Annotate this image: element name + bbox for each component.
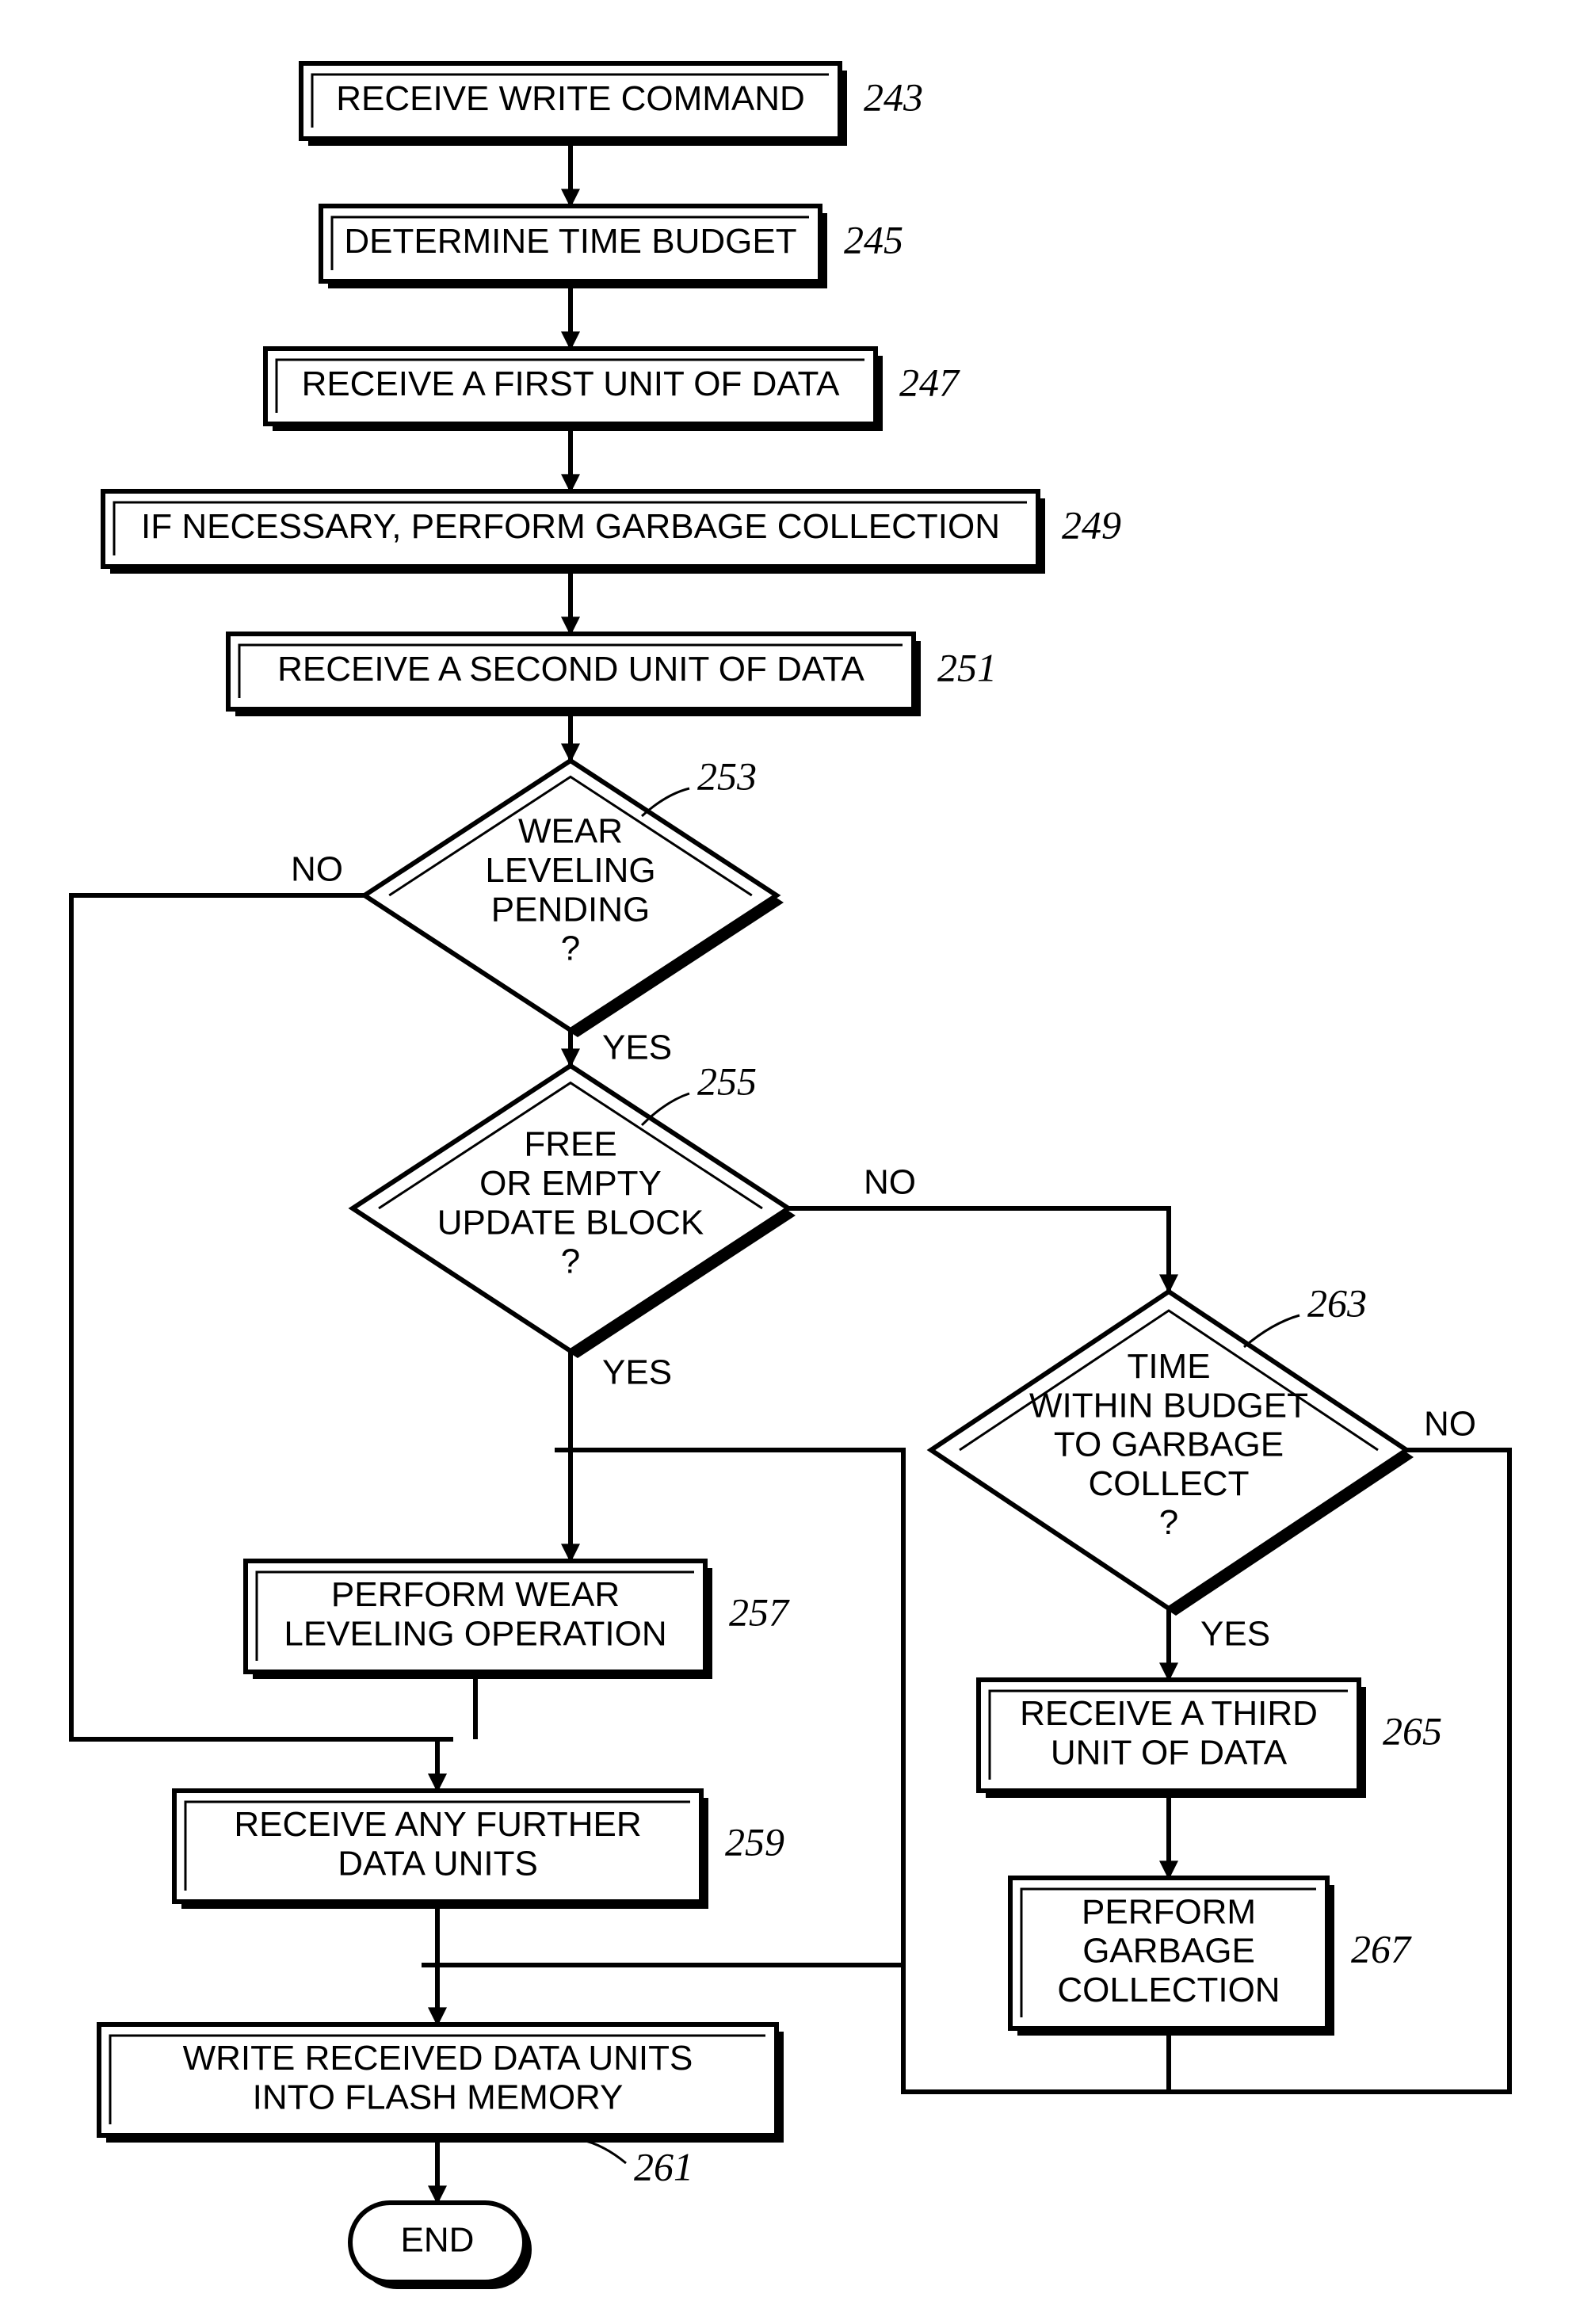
svg-text:261: 261: [634, 2144, 693, 2189]
svg-text:LEVELING OPERATION: LEVELING OPERATION: [284, 1614, 666, 1653]
svg-text:WEAR: WEAR: [518, 812, 623, 851]
svg-text:COLLECTION: COLLECTION: [1057, 1971, 1280, 2009]
svg-text:UPDATE BLOCK: UPDATE BLOCK: [437, 1203, 704, 1242]
svg-text:?: ?: [561, 1242, 580, 1281]
svg-text:?: ?: [561, 929, 580, 968]
svg-text:IF NECESSARY, PERFORM GARBAGE: IF NECESSARY, PERFORM GARBAGE COLLECTION: [141, 507, 1000, 546]
svg-text:PERFORM: PERFORM: [1082, 1892, 1256, 1931]
svg-text:RECEIVE A SECOND UNIT OF DATA: RECEIVE A SECOND UNIT OF DATA: [277, 650, 864, 689]
svg-text:251: 251: [937, 645, 997, 689]
svg-text:PENDING: PENDING: [491, 890, 650, 929]
svg-text:255: 255: [697, 1059, 757, 1103]
svg-text:END: END: [401, 2221, 475, 2260]
svg-text:WITHIN BUDGET: WITHIN BUDGET: [1029, 1386, 1308, 1425]
svg-text:TIME: TIME: [1127, 1347, 1210, 1386]
svg-text:OR EMPTY: OR EMPTY: [479, 1164, 662, 1203]
svg-text:PERFORM WEAR: PERFORM WEAR: [331, 1575, 620, 1614]
svg-text:265: 265: [1383, 1708, 1442, 1753]
svg-text:COLLECT: COLLECT: [1089, 1464, 1250, 1503]
svg-text:LEVELING: LEVELING: [485, 851, 655, 890]
svg-text:WRITE RECEIVED DATA UNITS: WRITE RECEIVED DATA UNITS: [183, 2039, 693, 2078]
svg-text:RECEIVE WRITE COMMAND: RECEIVE WRITE COMMAND: [336, 79, 805, 118]
svg-text:NO: NO: [864, 1163, 916, 1202]
svg-text:NO: NO: [1424, 1405, 1476, 1444]
svg-text:263: 263: [1307, 1280, 1367, 1325]
svg-text:245: 245: [844, 217, 903, 261]
svg-text:RECEIVE A FIRST UNIT OF DATA: RECEIVE A FIRST UNIT OF DATA: [302, 364, 841, 403]
svg-text:YES: YES: [602, 1028, 672, 1067]
svg-text:YES: YES: [602, 1353, 672, 1392]
svg-text:FREE: FREE: [524, 1125, 616, 1164]
svg-text:GARBAGE: GARBAGE: [1082, 1932, 1255, 1971]
svg-text:DETERMINE TIME BUDGET: DETERMINE TIME BUDGET: [344, 222, 796, 261]
svg-text:257: 257: [729, 1589, 790, 1634]
svg-text:247: 247: [899, 360, 960, 404]
svg-text:YES: YES: [1200, 1615, 1270, 1654]
svg-text:267: 267: [1351, 1926, 1412, 1971]
svg-text:INTO FLASH MEMORY: INTO FLASH MEMORY: [253, 2078, 624, 2116]
svg-text:TO GARBAGE: TO GARBAGE: [1054, 1425, 1284, 1464]
svg-text:RECEIVE ANY FURTHER: RECEIVE ANY FURTHER: [234, 1805, 641, 1844]
svg-text:249: 249: [1062, 502, 1121, 547]
svg-text:259: 259: [725, 1819, 784, 1864]
svg-text:UNIT OF DATA: UNIT OF DATA: [1051, 1733, 1288, 1772]
svg-text:NO: NO: [291, 850, 343, 889]
svg-text:253: 253: [697, 754, 757, 798]
svg-text:DATA UNITS: DATA UNITS: [338, 1844, 538, 1883]
svg-text:?: ?: [1159, 1503, 1178, 1542]
svg-text:243: 243: [864, 74, 923, 119]
svg-text:RECEIVE A THIRD: RECEIVE A THIRD: [1020, 1694, 1318, 1733]
